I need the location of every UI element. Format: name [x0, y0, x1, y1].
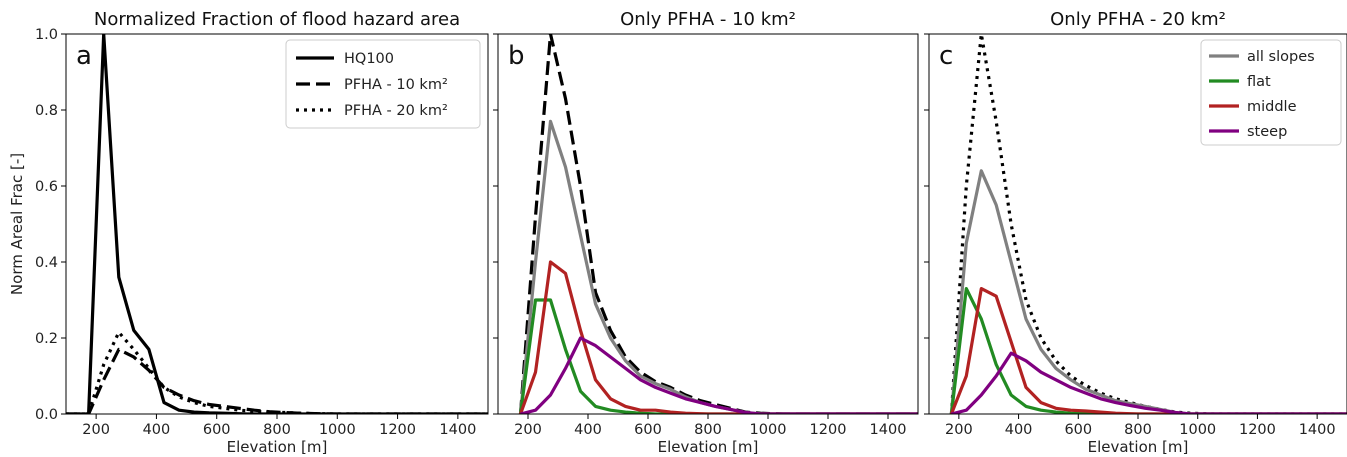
legend-label: flat	[1247, 74, 1271, 90]
x-tick-label: 1200	[1239, 422, 1276, 438]
x-tick-label: 400	[574, 422, 602, 438]
x-tick-label: 1200	[810, 422, 847, 438]
panel-letter: a	[76, 41, 92, 71]
x-tick-label: 400	[1005, 422, 1033, 438]
x-tick-label: 600	[634, 422, 662, 438]
x-axis-label: Elevation [m]	[1088, 438, 1189, 456]
x-tick-label: 1400	[870, 422, 907, 438]
panel-letter: b	[508, 41, 525, 71]
legend-label: all slopes	[1247, 49, 1315, 65]
series-line-flat	[949, 287, 1347, 414]
series-line-steep	[520, 336, 918, 414]
legend-label: PFHA - 10 km²	[344, 77, 448, 93]
legend-label: PFHA - 20 km²	[344, 103, 448, 119]
x-tick-label: 200	[945, 422, 973, 438]
legend-c: all slopes flat middle steep	[1200, 39, 1342, 146]
series-line-steep	[951, 351, 1347, 414]
x-tick-label: 600	[1064, 422, 1092, 438]
chart-title: Only PFHA - 20 km²	[1050, 9, 1226, 30]
x-axis-label: Elevation [m]	[658, 438, 759, 456]
x-axis-label: Elevation [m]	[227, 438, 328, 456]
y-tick-label: 0.8	[35, 103, 58, 119]
x-tick-label: 600	[203, 422, 231, 438]
x-tick-label: 800	[694, 422, 722, 438]
x-tick-label: 1000	[1179, 422, 1216, 438]
series-line-all-slopes	[949, 169, 1347, 414]
series-line-pfha-20-km-	[66, 330, 488, 414]
series-line-pfha-10-km-	[518, 34, 918, 414]
chart-title: Only PFHA - 10 km²	[620, 9, 796, 30]
x-tick-label: 400	[143, 422, 171, 438]
chart-title: Normalized Fraction of flood hazard area	[94, 9, 460, 30]
series-line-pfha-10-km-	[66, 347, 488, 414]
legend-label: steep	[1247, 124, 1287, 140]
series-line-all-slopes	[518, 119, 918, 414]
chart-panel-b: 200 400 600 800 1000 1200 1400 Only PFHA - 10 k…	[493, 9, 919, 456]
x-tick-label: 200	[514, 422, 542, 438]
x-tick-label: 800	[263, 422, 291, 438]
legend-a: HQ100 PFHA - 10 km² PFHA - 20 km²	[285, 39, 481, 129]
y-tick-label: 1.0	[35, 27, 58, 43]
y-axis-label: Norm Areal Frac [-]	[8, 153, 26, 295]
y-tick-label: 0.0	[35, 407, 58, 423]
panel-letter: c	[939, 41, 953, 71]
x-tick-label: 800	[1124, 422, 1152, 438]
series-line-middle	[949, 287, 1347, 414]
x-tick-label: 1400	[1299, 422, 1336, 438]
chart-panel-c: 200 400 600 800 1000 1200 1400 Only PFHA - 20 k…	[924, 9, 1347, 456]
plot-frame	[497, 33, 919, 415]
y-tick-label: 0.2	[35, 331, 58, 347]
series-line-middle	[518, 260, 918, 414]
x-tick-label: 1400	[439, 422, 476, 438]
chart-panel-a: 200 400 600 800 1000 1200 1400 0.0 0.2 0.4 0.6 0.8 1…	[8, 9, 489, 456]
legend-box	[1200, 39, 1342, 146]
legend-label: HQ100	[344, 51, 394, 67]
x-tick-label: 1000	[750, 422, 787, 438]
legend-box	[285, 39, 481, 129]
x-tick-label: 200	[82, 422, 110, 438]
y-tick-label: 0.4	[35, 255, 58, 271]
legend-label: middle	[1247, 99, 1297, 115]
x-tick-label: 1200	[379, 422, 416, 438]
series-line-flat	[518, 298, 918, 414]
y-tick-label: 0.6	[35, 179, 58, 195]
x-tick-label: 1000	[319, 422, 356, 438]
series-line-hq100	[66, 34, 488, 414]
